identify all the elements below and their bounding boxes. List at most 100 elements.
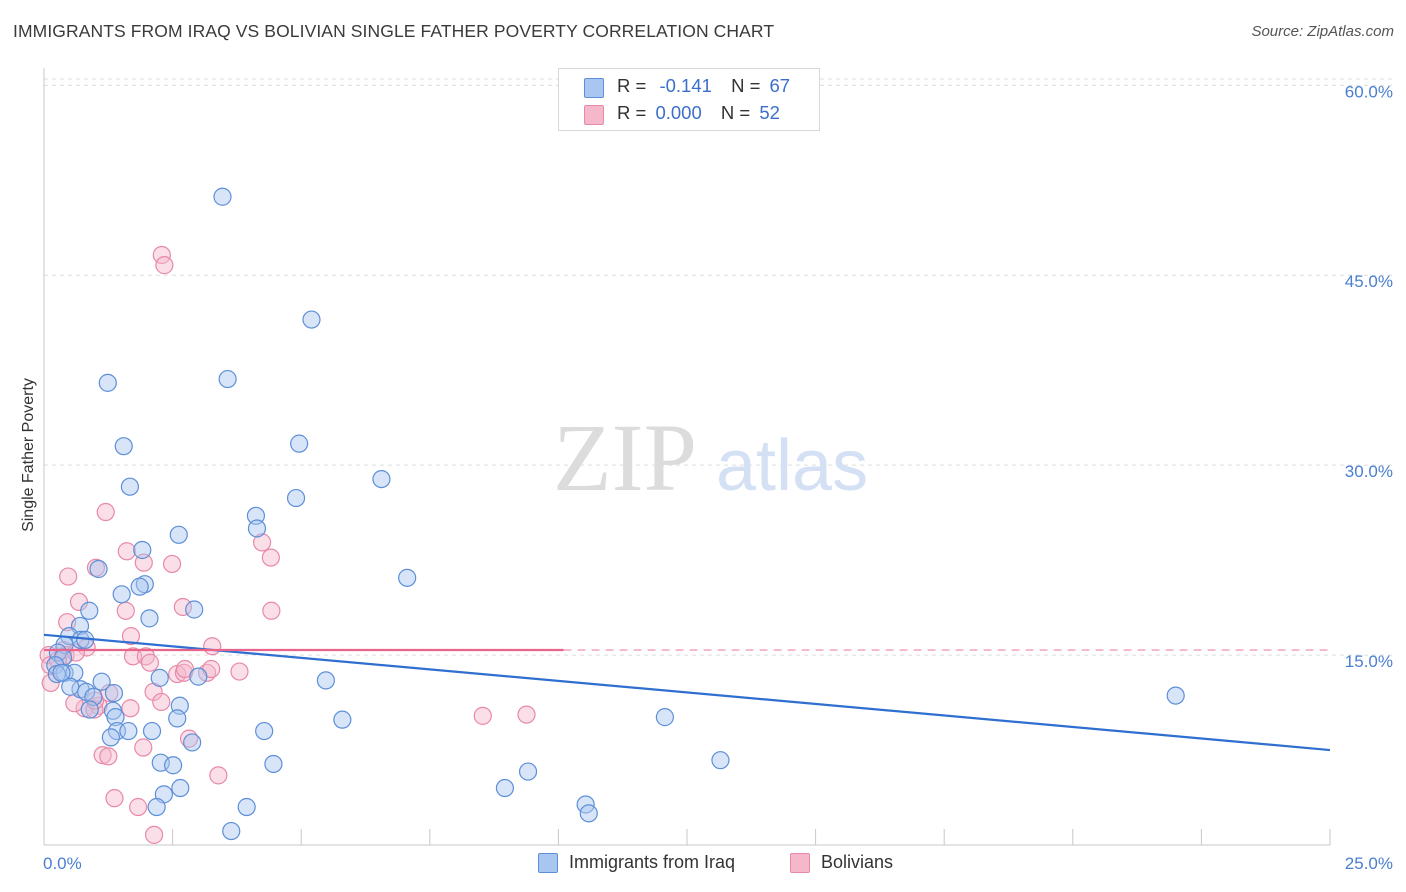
bottom-legend-label-iraq: Immigrants from Iraq [569,852,736,872]
bolivians-point [262,601,281,620]
iraq-point [183,733,202,752]
bolivians-point [162,554,182,574]
watermark-atlas: atlas [716,426,868,506]
bolivians-point [253,533,272,552]
iraq-point [316,671,335,690]
iraq-point [119,721,138,741]
iraq-point [52,663,71,682]
iraq-point [101,728,120,747]
legend-swatch-bolivians [584,105,604,125]
iraq-point [286,488,306,508]
legend-iraq-r-value: -0.141 [659,75,712,96]
iraq-point [89,559,108,579]
iraq-point [133,540,152,560]
series-iraq [46,187,1185,841]
iraq-point [222,821,241,841]
bolivians-point [173,597,192,617]
source-label: Source: ZipAtlas.com [1251,23,1394,40]
iraq-point [247,519,267,538]
bolivians-point [209,766,228,785]
series-bolivians [39,245,536,844]
iraq-point [106,708,125,727]
bolivians-point [140,653,160,672]
iraq-point [189,667,208,686]
bolivians-point [96,502,115,522]
bottom-legend-label-bolivians: Bolivians [821,852,894,872]
iraq-point [185,600,204,619]
y-tick-label: 30.0% [1345,462,1393,481]
y-tick-label: 60.0% [1345,82,1393,101]
iraq-point [98,373,117,392]
bolivians-point [230,662,249,681]
iraq-point [255,721,274,741]
iraq-point [302,310,321,329]
bolivians-point [261,548,280,567]
iraq-point [135,575,154,594]
legend-bolivians-n-value: 52 [759,102,780,123]
watermark-zip: ZIP [553,404,697,511]
bolivians-point [117,542,136,561]
bolivians-point [152,692,171,712]
iraq-point [120,477,140,496]
iraq-point [92,672,111,691]
bolivians-point [93,746,112,765]
bolivians-point [155,256,174,275]
iraq-point [518,762,538,781]
legend-bolivians-n-label: N = [720,102,751,123]
iraq-point [495,778,515,798]
trend-line-iraq [43,633,1331,752]
iraq-point [130,577,149,596]
iraq-point [61,677,80,696]
iraq-point [80,700,99,719]
legend-swatch-iraq [584,78,604,98]
bolivians-point [203,637,222,656]
legend-bolivians-r-label: R = [617,102,647,123]
legend-iraq-r-label: R = [617,75,647,96]
iraq-point [171,778,190,798]
chart-title: IMMIGRANTS FROM IRAQ VS BOLIVIAN SINGLE … [13,21,775,41]
legend-bolivians-r-value: 0.000 [655,102,702,123]
axes [43,68,1331,846]
iraq-point [218,369,237,389]
iraq-point [164,756,183,775]
bolivians-point [99,747,118,766]
iraq-point [140,609,159,628]
bolivians-point [116,601,135,620]
bolivians-point [121,699,140,718]
bottom-legend-swatch-iraq [538,853,558,873]
bolivians-point [473,706,492,725]
iraq-point [237,797,256,817]
iraq-point [142,721,162,741]
iraq-point [264,754,283,774]
x-tick-label: 25.0% [1345,854,1393,873]
x-tick-label: 0.0% [43,854,82,873]
bolivians-point [134,738,153,757]
iraq-point [333,710,352,729]
watermark: ZIP atlas [553,404,868,511]
tick-labels: 15.0% 30.0% 45.0% 60.0% 0.0% 25.0% [43,82,1393,873]
iraq-point [168,709,187,728]
iraq-point [290,434,309,453]
y-tick-label: 15.0% [1345,652,1393,671]
iraq-point [213,187,232,206]
bolivians-point [129,797,148,817]
bottom-legend-swatch-bolivians [790,853,810,873]
legend-box: R = -0.141 N = 67 R = 0.000 N = 52 [558,68,820,131]
iraq-point [80,601,99,620]
bolivians-point [123,647,143,666]
iraq-point [150,668,169,687]
iraq-point [398,568,417,587]
iraq-point [372,469,391,489]
iraq-point [711,751,730,770]
iraq-point [1166,686,1185,705]
bolivians-point [59,567,78,586]
iraq-point [104,683,124,703]
iraq-point [169,525,188,544]
iraq-point [579,804,598,823]
bolivians-point [517,705,536,724]
iraq-point [147,797,166,817]
grid-lines [44,78,1393,656]
trend-lines [43,633,1331,752]
iraq-point [114,437,133,456]
